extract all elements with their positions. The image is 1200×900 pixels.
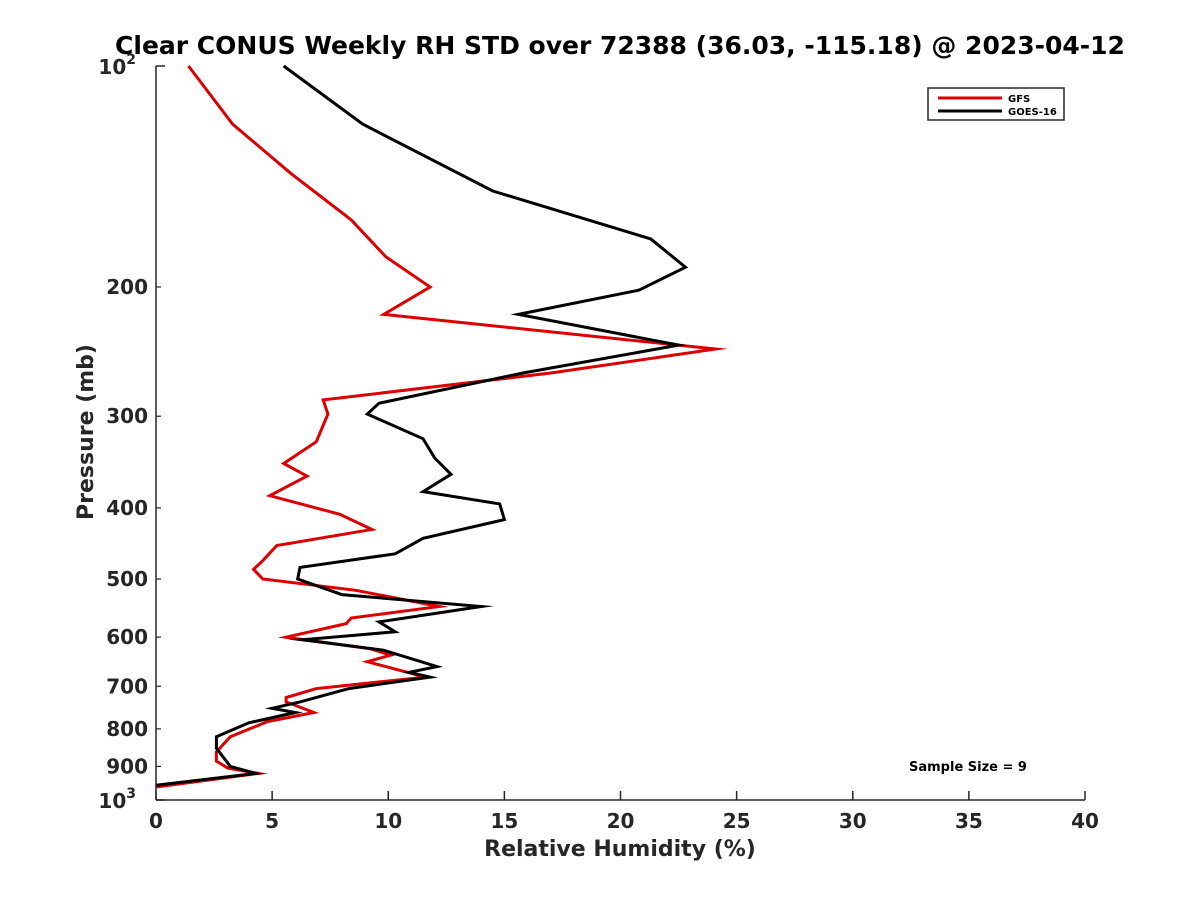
y-limit-label: 103 <box>98 786 136 813</box>
x-tick-label: 25 <box>723 809 751 833</box>
legend-box <box>927 87 1065 121</box>
y-tick-label: 200 <box>106 275 148 299</box>
x-tick-label: 5 <box>265 809 279 833</box>
y-axis: 102 103 200 300 400 500 600 700 800 900 <box>98 52 165 813</box>
chart-title: Clear CONUS Weekly RH STD over 72388 (36… <box>115 31 1125 60</box>
legend: GFS GOES-16 <box>927 87 1065 121</box>
y-tick-label: 900 <box>106 754 148 778</box>
sample-size-annotation: Sample Size = 9 <box>909 760 1027 775</box>
y-limit-label: 102 <box>98 52 136 79</box>
x-tick-label: 0 <box>149 809 163 833</box>
legend-label: GOES-16 <box>1008 107 1057 118</box>
x-tick-label: 20 <box>607 809 635 833</box>
y-tick-label: 300 <box>106 404 148 428</box>
x-tick-label: 15 <box>490 809 518 833</box>
legend-label: GFS <box>1008 94 1030 105</box>
y-tick-label: 700 <box>106 674 148 698</box>
series-line-gfs <box>155 65 728 789</box>
y-tick-label: 800 <box>106 717 148 741</box>
x-tick-label: 10 <box>374 809 402 833</box>
y-axis-label: Pressure (mb) <box>74 344 99 520</box>
series-layer <box>155 64 728 789</box>
y-tick-label: 500 <box>106 567 148 591</box>
y-tick-label: 400 <box>106 496 148 520</box>
x-axis: 0 5 10 15 20 25 30 35 40 <box>149 791 1099 833</box>
x-tick-label: 35 <box>955 809 983 833</box>
y-tick-label: 600 <box>106 625 148 649</box>
x-tick-label: 40 <box>1071 809 1099 833</box>
x-axis-label: Relative Humidity (%) <box>484 837 756 862</box>
series-line-goes-16 <box>155 64 689 787</box>
x-tick-label: 30 <box>839 809 867 833</box>
y-limit-exponent: 3 <box>126 786 136 802</box>
y-limit-exponent: 2 <box>126 52 136 68</box>
